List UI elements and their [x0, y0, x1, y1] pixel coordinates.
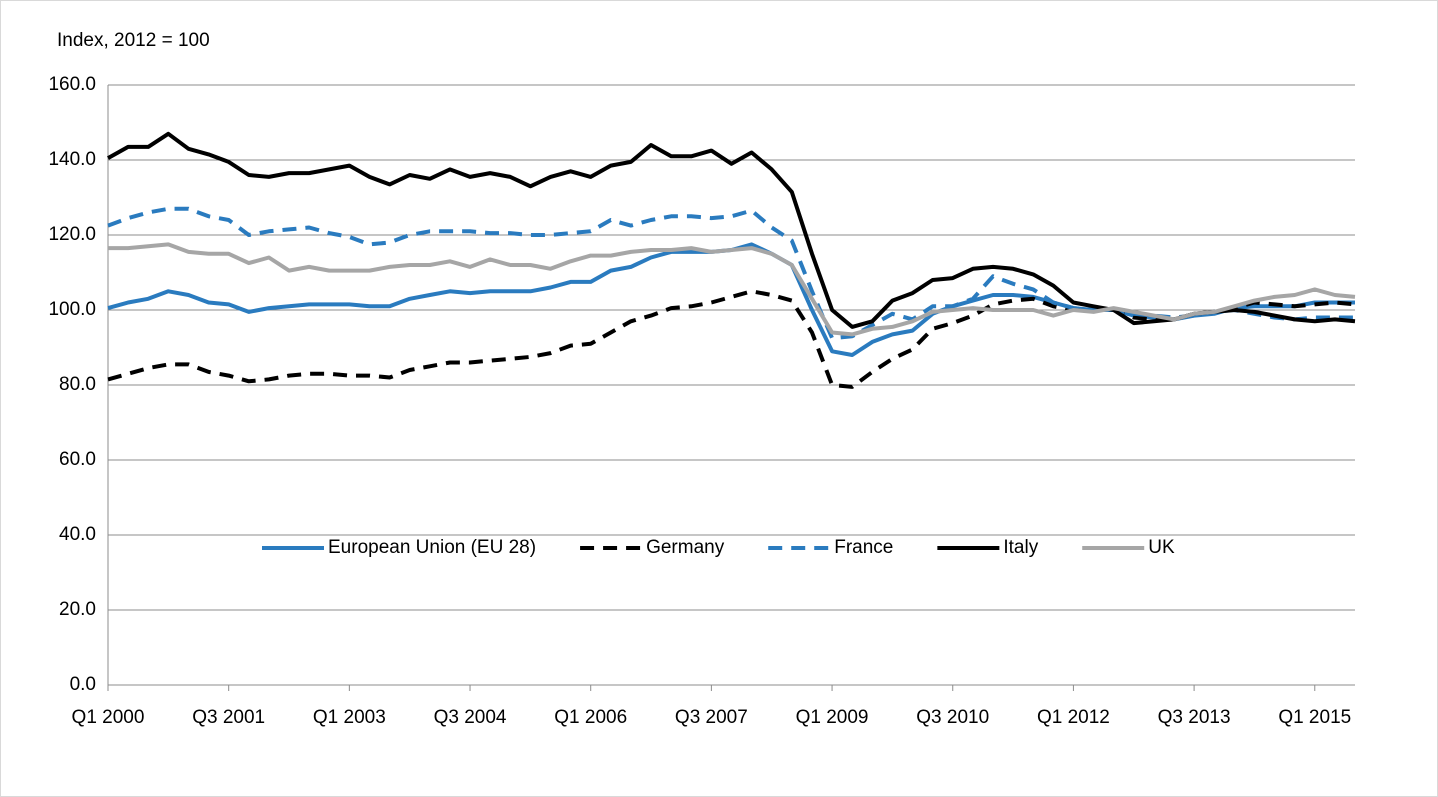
legend-label: UK	[1148, 537, 1175, 558]
x-tick-label: Q3 2007	[675, 707, 748, 728]
y-tick-label: 80.0	[59, 374, 96, 395]
x-tick-label: Q1 2012	[1037, 707, 1110, 728]
x-tick-label: Q1 2009	[796, 707, 869, 728]
x-tick-label: Q1 2000	[72, 707, 145, 728]
y-axis-label: Index, 2012 = 100	[57, 30, 210, 51]
y-tick-label: 100.0	[48, 299, 96, 320]
y-tick-label: 140.0	[48, 149, 96, 170]
x-tick-label: Q3 2001	[192, 707, 265, 728]
y-tick-label: 0.0	[70, 674, 96, 695]
y-tick-label: 40.0	[59, 524, 96, 545]
x-tick-label: Q3 2004	[434, 707, 507, 728]
legend-label: European Union (EU 28)	[328, 537, 536, 558]
x-tick-label: Q3 2013	[1158, 707, 1231, 728]
y-tick-label: 20.0	[59, 599, 96, 620]
series-line	[108, 242, 1356, 337]
series-line	[107, 289, 1356, 389]
x-tick-label: Q3 2010	[916, 707, 989, 728]
x-tick-label: Q1 2003	[313, 707, 386, 728]
y-tick-label: 160.0	[48, 74, 96, 95]
legend-label: Italy	[1003, 537, 1038, 558]
x-tick-label: Q1 2006	[554, 707, 627, 728]
y-tick-label: 60.0	[59, 449, 96, 470]
series-line	[107, 131, 1356, 329]
legend-label: France	[834, 537, 893, 558]
x-tick-label: Q1 2015	[1278, 707, 1351, 728]
legend-label: Germany	[646, 537, 725, 558]
y-tick-label: 120.0	[48, 224, 96, 245]
